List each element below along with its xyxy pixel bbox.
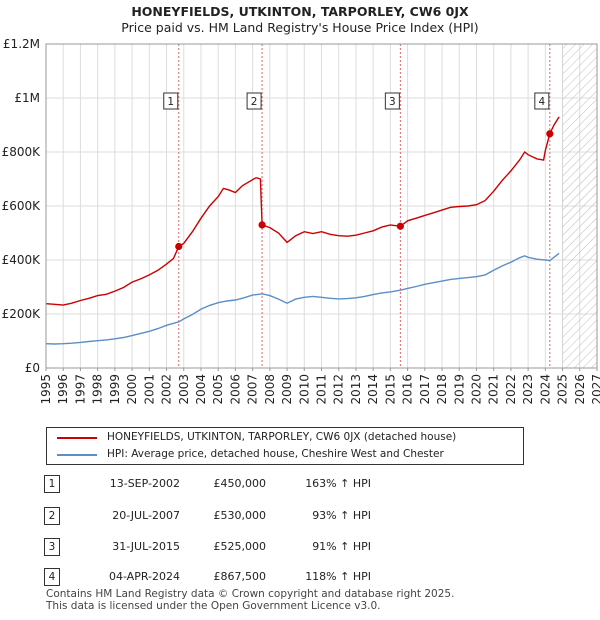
sale-date: 20-JUL-2007 <box>112 509 180 522</box>
x-tick-label: 2006 <box>228 374 242 405</box>
legend-line-red <box>57 437 97 439</box>
sale-marker-point <box>396 222 404 230</box>
y-tick-label: £200K <box>2 307 42 321</box>
sale-number-box <box>384 92 400 110</box>
grid <box>45 43 598 369</box>
future-hatch-area <box>562 43 598 369</box>
x-tick-label: 2020 <box>469 374 483 405</box>
x-tick-label: 2017 <box>418 374 432 405</box>
x-tick-label: 2021 <box>487 374 501 405</box>
x-tick-label: 2027 <box>590 374 600 405</box>
x-tick-label: 2004 <box>194 374 208 405</box>
future-hatch <box>562 43 598 369</box>
x-tick-label: 2023 <box>521 374 535 405</box>
sale-number-label: 2 <box>251 96 258 108</box>
sale-number: 2 <box>44 507 60 525</box>
x-tick-label: 2015 <box>383 374 397 405</box>
series-line-hpi <box>45 252 560 345</box>
sale-row: 3 31-JUL-2015 £525,000 91% ↑ HPI <box>0 538 600 558</box>
sale-marker-point <box>175 242 183 251</box>
footer-line-2: This data is licensed under the Open Gov… <box>46 600 381 612</box>
sale-number-label: 1 <box>167 96 174 108</box>
x-tick-label: 2010 <box>297 374 311 405</box>
y-tick-label: £400K <box>2 253 42 267</box>
x-tick-label: 2007 <box>246 374 260 405</box>
footer-line-1: Contains HM Land Registry data © Crown c… <box>46 588 455 600</box>
x-tick-label: 2002 <box>160 374 174 405</box>
x-tick-label: 2013 <box>349 374 363 405</box>
x-tick-label: 2024 <box>538 374 552 405</box>
x-tick-label: 1997 <box>73 374 87 405</box>
x-tick-label: 2001 <box>142 374 156 405</box>
x-tick-label: 2022 <box>504 374 518 405</box>
sale-date: 04-APR-2024 <box>108 570 180 583</box>
sale-number: 3 <box>44 538 60 556</box>
sale-row: 4 04-APR-2024 £867,500 118% ↑ HPI <box>0 568 600 588</box>
x-tick-label: 2000 <box>125 374 139 405</box>
sale-marker-point <box>258 221 266 229</box>
x-tick-label: 2009 <box>280 374 294 405</box>
x-tick-label: 2003 <box>177 374 191 405</box>
sale-date: 31-JUL-2015 <box>112 540 180 553</box>
y-tick-label: £800K <box>2 145 42 159</box>
sale-number-label: 4 <box>538 96 545 108</box>
y-tick-label: £1M <box>14 91 40 105</box>
sale-number: 1 <box>44 475 60 493</box>
x-tick-label: 2005 <box>211 374 225 405</box>
legend-label-hpi: HPI: Average price, detached house, Ches… <box>107 448 444 460</box>
sale-hpi-change: 163% ↑ HPI <box>305 477 371 490</box>
x-tick-label: 2011 <box>315 374 329 405</box>
x-tick-label: 2016 <box>401 374 415 405</box>
sale-hpi-change: 93% ↑ HPI <box>312 509 371 522</box>
sale-price: £867,500 <box>213 570 267 583</box>
sale-number-box <box>163 92 179 110</box>
sale-row: 2 20-JUL-2007 £530,000 93% ↑ HPI <box>0 507 600 527</box>
sale-hpi-change: 118% ↑ HPI <box>305 570 371 583</box>
x-tick-label: 1995 <box>39 374 53 405</box>
sale-row: 1 13-SEP-2002 £450,000 163% ↑ HPI <box>0 475 600 495</box>
series-group <box>45 116 560 345</box>
x-tick-label: 2026 <box>573 374 587 405</box>
sale-marker-point <box>546 130 554 138</box>
x-tick-label: 2019 <box>452 374 466 405</box>
sale-number-box <box>534 92 550 110</box>
y-tick-label: £1.2M <box>3 37 40 51</box>
y-tick-label: £600K <box>2 199 42 213</box>
series-line-property <box>45 116 560 306</box>
chart-subtitle: Price paid vs. HM Land Registry's House … <box>121 20 479 35</box>
sale-markers: 1 2 3 4 <box>163 92 554 251</box>
x-tick-label: 2008 <box>263 374 277 405</box>
x-tick-label: 1999 <box>108 374 122 405</box>
sale-number: 4 <box>44 568 60 586</box>
x-tick-label: 2012 <box>332 374 346 405</box>
x-tick-label: 1998 <box>91 374 105 405</box>
footer: Contains HM Land Registry data © Crown c… <box>46 588 454 612</box>
sale-price: £450,000 <box>213 477 267 490</box>
chart-title: HONEYFIELDS, UTKINTON, TARPORLEY, CW6 0J… <box>131 4 469 19</box>
legend-item-hpi: HPI: Average price, detached house, Ches… <box>47 446 523 462</box>
sale-price: £530,000 <box>213 509 267 522</box>
x-tick-label: 2014 <box>366 374 380 405</box>
sale-price: £525,000 <box>213 540 267 553</box>
legend-label-property: HONEYFIELDS, UTKINTON, TARPORLEY, CW6 0J… <box>107 431 457 443</box>
sale-number-box <box>246 92 262 110</box>
sale-number-label: 3 <box>389 96 396 108</box>
x-tick-label: 2018 <box>435 374 449 405</box>
sale-date: 13-SEP-2002 <box>109 477 180 490</box>
x-tick-label: 2025 <box>556 374 570 405</box>
legend: HONEYFIELDS, UTKINTON, TARPORLEY, CW6 0J… <box>46 427 524 465</box>
x-tick-label: 1996 <box>56 374 70 405</box>
sale-hpi-change: 91% ↑ HPI <box>312 540 371 553</box>
legend-line-blue <box>57 454 97 456</box>
y-tick-label: £0 <box>25 361 40 375</box>
legend-item-property: HONEYFIELDS, UTKINTON, TARPORLEY, CW6 0J… <box>47 429 523 445</box>
